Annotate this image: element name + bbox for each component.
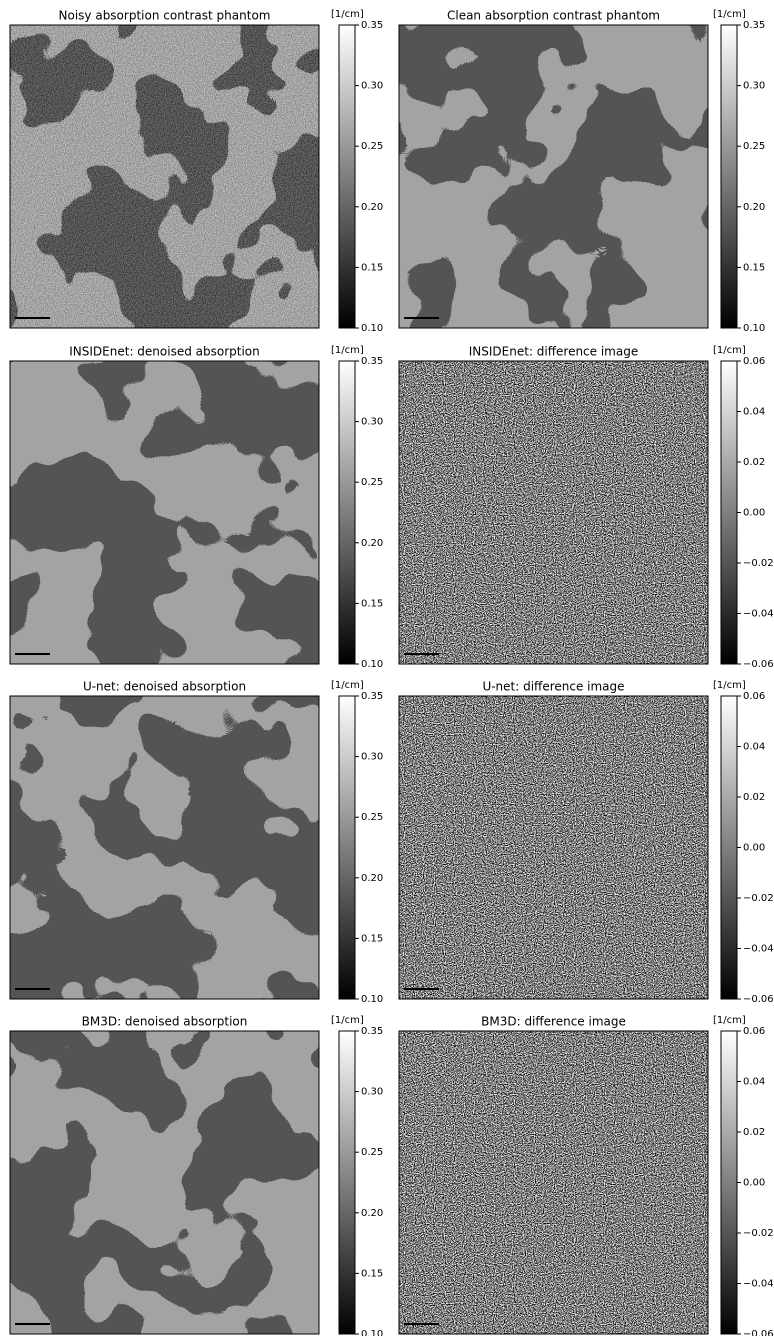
colorbar-tick-label: −0.06 — [743, 994, 774, 1005]
panel-title: INSIDEnet: denoised absorption — [69, 345, 260, 359]
colorbar-tick-label: −0.02 — [743, 1228, 774, 1239]
colorbar-tick-label: 0.25 — [361, 141, 383, 152]
colorbar-tick-label: 0.04 — [743, 742, 765, 753]
colorbar — [339, 361, 355, 664]
colorbar-tick-label: 0.25 — [361, 812, 383, 823]
colorbar-tick-label: 0.30 — [361, 752, 383, 763]
colorbar-tick-label: −0.04 — [743, 1279, 774, 1290]
colorbar-tick-label: 0.35 — [743, 20, 765, 31]
image — [10, 696, 319, 999]
colorbar-tick-label: −0.06 — [743, 659, 774, 670]
colorbar-tick-label: 0.30 — [361, 417, 383, 428]
colorbar-tick-label: 0.04 — [743, 407, 765, 418]
colorbar-tick-label: 0.15 — [361, 1268, 383, 1279]
colorbar-tick-label: 0.10 — [743, 323, 765, 334]
colorbar-label: [1/cm] — [331, 1015, 364, 1026]
colorbar-tick-label: 0.15 — [361, 262, 383, 273]
colorbar-tick-label: 0.15 — [361, 598, 383, 609]
colorbar-tick-label: 0.15 — [743, 262, 765, 273]
colorbar-tick-label: 0.20 — [743, 202, 765, 213]
colorbar-label: [1/cm] — [713, 345, 746, 356]
colorbar — [339, 696, 355, 999]
colorbar-tick-label: 0.02 — [743, 457, 765, 468]
colorbar-tick-label: 0.20 — [361, 538, 383, 549]
colorbar-tick-label: 0.20 — [361, 202, 383, 213]
colorbar-tick-label: 0.10 — [361, 994, 383, 1005]
colorbar-tick-label: −0.04 — [743, 944, 774, 955]
colorbar-tick-label: 0.30 — [743, 81, 765, 92]
colorbar-tick-label: 0.35 — [361, 20, 383, 31]
colorbar — [339, 25, 355, 328]
colorbar-tick-label: 0.35 — [361, 356, 383, 367]
colorbar-tick-label: 0.20 — [361, 1208, 383, 1219]
colorbar-tick-label: 0.20 — [361, 873, 383, 884]
panel-title: Clean absorption contrast phantom — [447, 9, 660, 23]
colorbar — [339, 1031, 355, 1334]
panel-title: INSIDEnet: difference image — [469, 345, 638, 359]
colorbar-label: [1/cm] — [713, 680, 746, 691]
colorbar-tick-label: 0.02 — [743, 792, 765, 803]
colorbar-tick-label: 0.35 — [361, 1026, 383, 1037]
colorbar-label: [1/cm] — [713, 1015, 746, 1026]
colorbar-tick-label: 0.06 — [743, 1026, 765, 1037]
colorbar-tick-label: −0.02 — [743, 893, 774, 904]
colorbar-tick-label: 0.25 — [361, 477, 383, 488]
image — [10, 361, 319, 664]
colorbar-tick-label: 0.00 — [743, 1178, 765, 1189]
image — [10, 1031, 319, 1334]
colorbar-tick-label: 0.25 — [361, 1147, 383, 1158]
colorbar — [721, 1031, 737, 1334]
colorbar-tick-label: 0.10 — [361, 1329, 383, 1336]
image — [399, 25, 708, 328]
colorbar-tick-label: 0.30 — [361, 81, 383, 92]
colorbar-tick-label: 0.00 — [743, 508, 765, 519]
panel-title: Noisy absorption contrast phantom — [59, 9, 271, 23]
colorbar-tick-label: −0.02 — [743, 558, 774, 569]
colorbar-tick-label: 0.30 — [361, 1087, 383, 1098]
panel-title: BM3D: difference image — [481, 1015, 626, 1029]
colorbar-label: [1/cm] — [331, 345, 364, 356]
panel-title: BM3D: denoised absorption — [82, 1015, 248, 1029]
image — [10, 25, 319, 328]
colorbar — [721, 25, 737, 328]
panel-title: U-net: difference image — [482, 680, 624, 694]
colorbar-tick-label: −0.06 — [743, 1329, 774, 1336]
image — [399, 361, 708, 664]
colorbar — [721, 696, 737, 999]
colorbar-tick-label: 0.04 — [743, 1077, 765, 1088]
colorbar-tick-label: 0.00 — [743, 843, 765, 854]
colorbar-tick-label: −0.04 — [743, 609, 774, 620]
image — [399, 1031, 708, 1334]
colorbar-tick-label: 0.10 — [361, 323, 383, 334]
colorbar-tick-label: 0.02 — [743, 1127, 765, 1138]
colorbar-tick-label: 0.06 — [743, 356, 765, 367]
colorbar-tick-label: 0.35 — [361, 691, 383, 702]
colorbar-label: [1/cm] — [331, 9, 364, 20]
colorbar-tick-label: 0.15 — [361, 933, 383, 944]
colorbar-label: [1/cm] — [713, 9, 746, 20]
colorbar — [721, 361, 737, 664]
colorbar-label: [1/cm] — [331, 680, 364, 691]
colorbar-tick-label: 0.10 — [361, 659, 383, 670]
colorbar-tick-label: 0.06 — [743, 691, 765, 702]
figure: Noisy absorption contrast phantom[1/cm]0… — [0, 0, 774, 1336]
colorbar-tick-label: 0.25 — [743, 141, 765, 152]
panel-title: U-net: denoised absorption — [83, 680, 246, 694]
image — [399, 696, 708, 999]
